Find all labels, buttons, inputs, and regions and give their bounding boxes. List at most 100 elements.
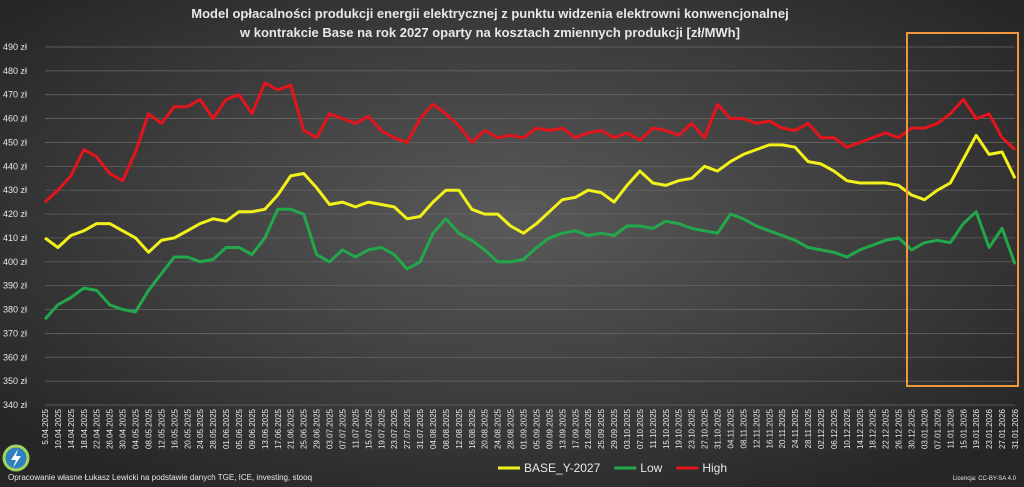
x-tick-label: 07.10.2025 (636, 408, 645, 449)
x-tick-label: 23.01.2026 (985, 408, 994, 449)
y-tick-label: 490 zł (3, 42, 27, 52)
x-tick-label: 01.09.2025 (520, 408, 529, 449)
x-tick-label: 24.05.2025 (196, 408, 205, 449)
x-tick-label: 14.04.2025 (67, 408, 76, 449)
chart-title: Model opłacalności produkcji energii ele… (191, 6, 788, 21)
x-tick-label: 03.10.2025 (623, 408, 632, 449)
y-tick-label: 360 zł (3, 352, 27, 362)
x-tick-label: 11.10.2025 (649, 408, 658, 448)
x-tick-label: 31.01.2026 (1011, 408, 1020, 449)
y-tick-label: 400 zł (3, 257, 27, 267)
legend-label: High (702, 461, 727, 475)
x-tick-label: 20.05.2025 (183, 408, 192, 449)
x-tick-label: 29.09.2025 (610, 408, 619, 449)
x-tick-label: 18.04.2025 (80, 408, 89, 449)
x-tick-label: 20.08.2025 (481, 408, 490, 449)
x-tick-label: 09.06.2025 (248, 408, 257, 449)
y-tick-label: 440 zł (3, 161, 27, 171)
x-tick-label: 25.06.2025 (300, 408, 309, 449)
x-tick-label: 11.07.2025 (351, 408, 360, 448)
x-tick-label: 19.01.2026 (972, 408, 981, 449)
x-tick-label: 10.12.2025 (843, 408, 852, 449)
x-tick-label: 23.10.2025 (688, 408, 697, 449)
x-tick-label: 28.08.2025 (507, 408, 516, 449)
x-tick-label: 08.05.2025 (144, 408, 153, 449)
y-tick-label: 340 zł (3, 400, 27, 410)
y-tick-label: 390 zł (3, 281, 27, 291)
x-tick-label: 16.08.2025 (468, 408, 477, 449)
x-tick-label: 08.08.2025 (442, 408, 451, 449)
legend: BASE_Y-2027 Low High (498, 461, 727, 475)
x-tick-label: 17.06.2025 (274, 408, 283, 449)
x-tick-label: 12.05.2025 (157, 408, 166, 449)
x-tick-label: 11.01.2026 (946, 408, 955, 448)
x-tick-label: 04.08.2025 (429, 408, 438, 449)
x-tick-label: 19.07.2025 (377, 408, 386, 449)
x-tick-label: 15.07.2025 (364, 408, 373, 449)
x-tick-label: 15.01.2026 (959, 408, 968, 449)
x-tick-label: 13.09.2025 (558, 408, 567, 449)
x-tick-label: 12.11.2025 (752, 408, 761, 448)
x-tick-label: 22.04.2025 (93, 408, 102, 449)
x-tick-label: 27.01.2026 (998, 408, 1007, 449)
logo-bolt (11, 449, 21, 468)
chart-title: w kontrakcie Base na rok 2027 oparty na … (239, 25, 740, 40)
x-tick-label: 5.04.2025 (41, 408, 50, 444)
x-tick-label: 09.09.2025 (545, 408, 554, 449)
x-tick-label: 04.05.2025 (132, 408, 141, 449)
x-tick-label: 24.08.2025 (494, 408, 503, 449)
legend-label: BASE_Y-2027 (524, 461, 601, 475)
y-tick-label: 420 zł (3, 209, 27, 219)
x-tick-label: 22.12.2025 (882, 408, 891, 449)
x-tick-label: 12.08.2025 (455, 408, 464, 449)
x-tick-label: 17.09.2025 (571, 408, 580, 449)
x-tick-label: 29.06.2025 (313, 408, 322, 449)
x-tick-label: 27.10.2025 (701, 408, 710, 449)
x-tick-label: 04.11.2025 (726, 408, 735, 448)
x-tick-label: 24.11.2025 (791, 408, 800, 448)
x-tick-label: 02.12.2025 (817, 408, 826, 449)
y-tick-label: 470 zł (3, 90, 27, 100)
x-tick-label: 21.06.2025 (287, 408, 296, 449)
x-tick-label: 05.09.2025 (532, 408, 541, 449)
y-tick-label: 450 zł (3, 137, 27, 147)
series-line (43, 207, 1017, 321)
x-tick-label: 19.10.2025 (675, 408, 684, 449)
x-tick-label: 08.11.2025 (739, 408, 748, 448)
logo (2, 444, 30, 472)
x-tick-label: 20.11.2025 (778, 408, 787, 448)
plot (43, 81, 1017, 321)
y-tick-label: 350 zł (3, 376, 27, 386)
x-tick-label: 23.07.2025 (390, 408, 399, 449)
series-line (44, 133, 1017, 254)
x-tick-label: 03.07.2025 (326, 408, 335, 449)
y-tick-label: 380 zł (3, 305, 27, 315)
x-tick-label: 14.12.2025 (856, 408, 865, 449)
x-tick-label: 27.07.2025 (403, 408, 412, 449)
x-tick-label: 28.11.2025 (804, 408, 813, 448)
x-tick-label: 26.12.2025 (895, 408, 904, 449)
y-tick-label: 410 zł (3, 233, 27, 243)
x-tick-label: 03.01.2026 (920, 408, 929, 449)
x-tick-label: 30.12.2025 (908, 408, 917, 449)
x-tick-label: 07.07.2025 (338, 408, 347, 449)
y-tick-label: 430 zł (3, 185, 27, 195)
x-tick-label: 16.11.2025 (765, 408, 774, 448)
x-tick-label: 18.12.2025 (869, 408, 878, 449)
license-note: Licencja: CC-BY-SA 4.0 (953, 476, 1017, 482)
x-tick-label: 13.06.2025 (261, 408, 270, 449)
x-tick-label: 06.12.2025 (830, 408, 839, 449)
series-line (43, 81, 1017, 204)
y-tick-label: 460 zł (3, 114, 27, 124)
x-tick-label: 30.04.2025 (119, 408, 128, 449)
x-tick-label: 15.10.2025 (662, 408, 671, 449)
legend-label: Low (640, 461, 662, 475)
source-note: Opracowanie własne Łukasz Lewicki na pod… (8, 473, 312, 482)
x-tick-label: 28.05.2025 (209, 408, 218, 449)
x-tick-label: 05.06.2025 (235, 408, 244, 449)
x-tick-label: 16.05.2025 (170, 408, 179, 449)
x-tick-label: 25.09.2025 (597, 408, 606, 449)
